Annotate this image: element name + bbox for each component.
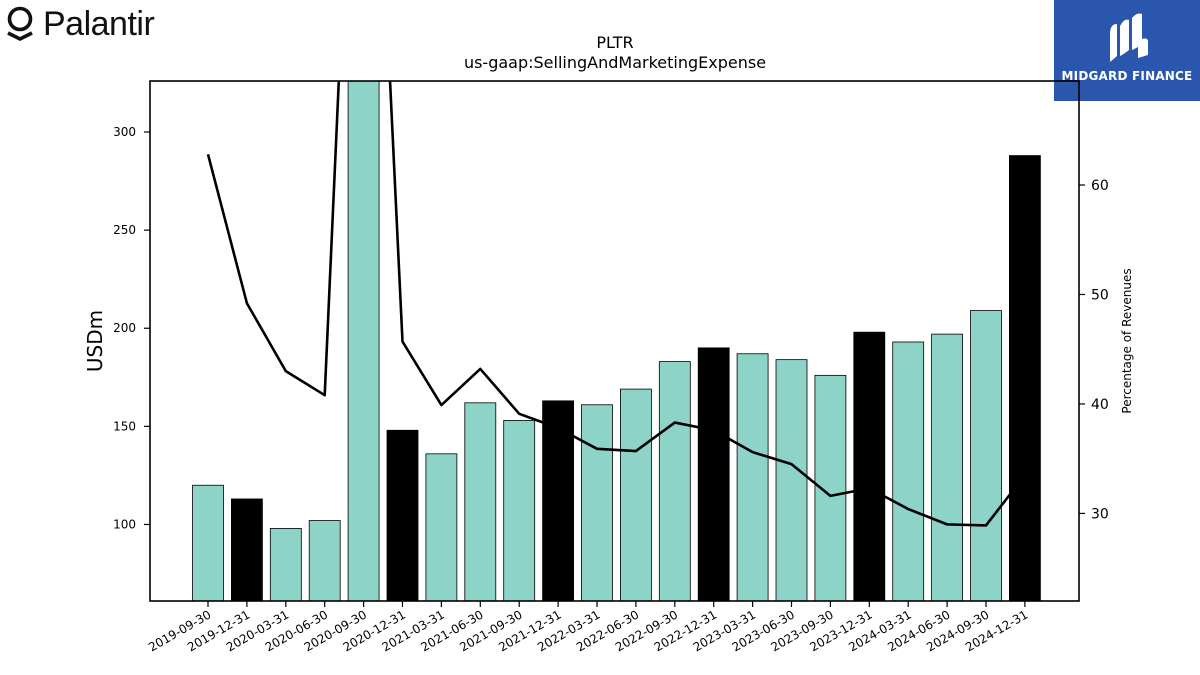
- right-tick-label-50: 50: [1091, 287, 1109, 303]
- left-tick-label-300: 300: [113, 125, 136, 139]
- bar-2019-12-31: [230, 498, 263, 601]
- right-tick-label-30: 30: [1091, 506, 1109, 522]
- bar-2021-12-31: [542, 400, 574, 601]
- bar-2023-12-31: [853, 331, 886, 601]
- bar-2020-12-31: [386, 429, 419, 601]
- palantir-logo: Palantir: [5, 4, 155, 44]
- left-tick-label-250: 250: [113, 223, 136, 237]
- chart-subtitle: us-gaap:SellingAndMarketingExpense: [463, 53, 767, 72]
- bar-2019-09-30: [192, 484, 224, 601]
- bar-2022-12-31: [697, 347, 730, 601]
- y-axis-label: USDm: [83, 310, 107, 372]
- bar-2024-06-30: [931, 333, 963, 601]
- bar-2024-03-31: [892, 341, 925, 601]
- bar-2021-06-30: [464, 402, 497, 601]
- chart-title: PLTR: [596, 33, 634, 52]
- bar-2021-09-30: [503, 420, 536, 601]
- bar-2022-03-31: [581, 404, 613, 601]
- right-tick-label-60: 60: [1091, 178, 1109, 194]
- palantir-logo-icon: [7, 6, 33, 42]
- logo-text: Palantir: [43, 4, 155, 43]
- left-tick-label-200: 200: [113, 321, 136, 335]
- bar-2024-09-30: [970, 310, 1002, 601]
- bar-2022-09-30: [658, 361, 691, 601]
- plot-frame: [149, 80, 1080, 602]
- bar-2020-03-31: [269, 527, 302, 601]
- badge-text: MIDGARD FINANCE: [1061, 69, 1193, 83]
- midgard-logo-icon: [1110, 13, 1148, 62]
- left-tick-label-150: 150: [113, 419, 136, 433]
- bar-2024-12-31: [1009, 155, 1041, 601]
- bar-2020-09-30: [347, 81, 380, 601]
- percentage-line: [206, 81, 1026, 527]
- y2-axis-label: Percentage of Revenues: [1120, 268, 1134, 413]
- bar-2023-06-30: [775, 359, 808, 601]
- bar-2022-06-30: [620, 388, 652, 601]
- plot-group: [192, 81, 1041, 601]
- bar-2020-06-30: [308, 520, 341, 601]
- bar-2021-03-31: [425, 453, 458, 601]
- bar-2023-03-31: [736, 353, 769, 601]
- left-tick-label-100: 100: [113, 517, 136, 531]
- right-tick-label-40: 40: [1091, 397, 1109, 413]
